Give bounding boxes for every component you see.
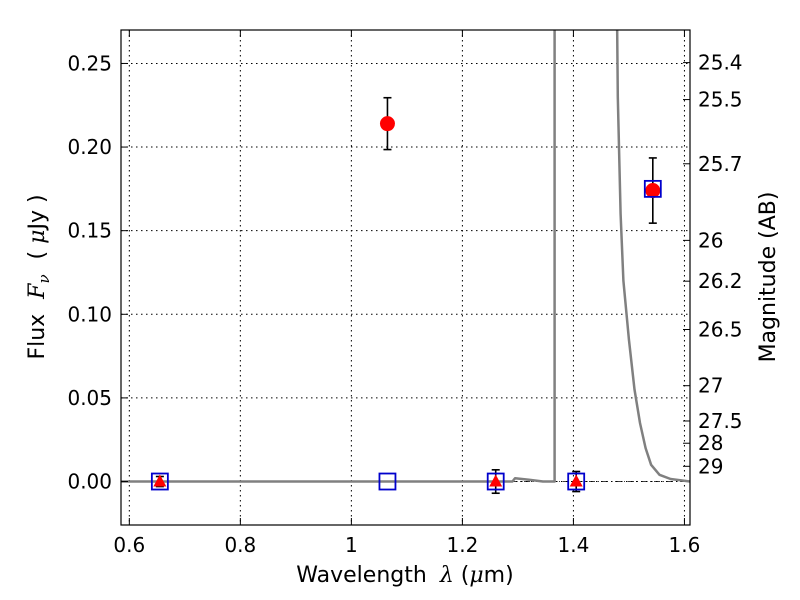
y-tick-label: 0.00	[67, 470, 112, 494]
magnitude-tick-label: 27	[698, 374, 723, 398]
y-tick-label: 0.05	[67, 386, 112, 410]
data-series	[121, 30, 690, 495]
upper-limit-triangle	[489, 474, 503, 487]
model-photometry-square	[378, 472, 397, 491]
x-axis-label-unit-open: (	[461, 563, 470, 588]
x-axis-label-unit-rest: m)	[484, 563, 514, 588]
x-tick-label: 1.4	[558, 533, 590, 557]
upper-limit-triangle	[569, 474, 583, 487]
model-photometry-square	[486, 472, 505, 491]
y-axis-label-prefix: Flux	[25, 314, 50, 360]
magnitude-tick-label: 27.5	[698, 409, 743, 433]
y-axis-label-subscript: ν	[35, 274, 53, 283]
detection-point	[379, 116, 395, 132]
magnitude-tick-label: 26.5	[698, 318, 743, 342]
model-photometry-square	[150, 472, 169, 491]
plot-frame	[120, 29, 691, 526]
x-axis-label: Wavelength λ (μm)	[296, 563, 513, 588]
magnitude-tick-label: 29	[698, 454, 723, 478]
y-tick-label: 0.25	[67, 51, 112, 75]
y-tick-label: 0.10	[67, 302, 112, 326]
x-tick-label: 0.6	[113, 533, 145, 557]
y-tick-label: 0.20	[67, 135, 112, 159]
magnitude-tick-label: 26	[698, 228, 723, 252]
x-axis-label-prefix: Wavelength	[296, 563, 427, 588]
magnitude-tick-label: 25.7	[698, 152, 743, 176]
magnitude-tick-label: 26.2	[698, 269, 743, 293]
axis-ticks: 0.6 0.8 1 1.2 1.4 1.6 0.00 0.05 0.10 0.15 0.20 0.25…	[67, 30, 743, 557]
x-tick-label: 1.6	[669, 533, 701, 557]
x-tick-label: 1	[345, 533, 358, 557]
magnitude-tick-label: 28	[698, 431, 723, 455]
upper-limit-triangle	[153, 474, 167, 487]
model-photometry-square	[567, 472, 586, 491]
x-tick-label: 1.2	[446, 533, 478, 557]
y-axis-label-right: Magnitude (AB)	[756, 192, 781, 363]
y-tick-label: 0.15	[67, 219, 112, 243]
x-axis-label-symbol: λ	[439, 563, 454, 588]
y-axis-label-unit-mu: μ	[25, 230, 50, 244]
magnitude-tick-label: 25.4	[698, 51, 743, 75]
x-tick-label: 0.8	[224, 533, 256, 557]
y-axis-label-left: Flux Fν ( μJy )	[25, 194, 55, 359]
y-axis-label-paren: (	[25, 244, 50, 260]
x-axis-label-unit-mu: μ	[469, 563, 483, 588]
model-spectrum-line	[121, 30, 690, 483]
magnitude-tick-label: 25.5	[698, 88, 743, 112]
y-axis-label-symbol: F	[25, 283, 50, 300]
y-axis-label-unit-rest: Jy )	[25, 194, 50, 231]
model-photometry-square	[643, 179, 662, 198]
plot-background	[121, 30, 690, 525]
detection-point	[645, 183, 661, 199]
